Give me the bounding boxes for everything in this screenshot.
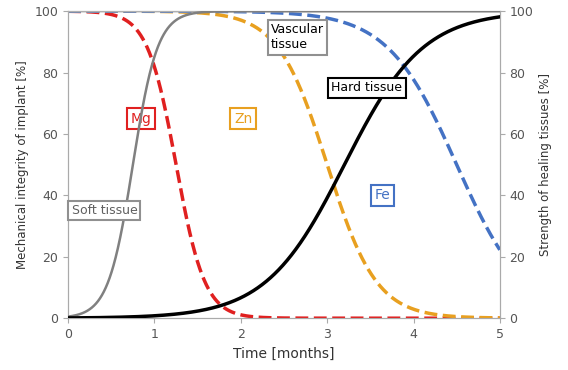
X-axis label: Time [months]: Time [months]	[233, 346, 335, 360]
Y-axis label: Mechanical integrity of implant [%]: Mechanical integrity of implant [%]	[16, 60, 29, 269]
Text: Mg: Mg	[130, 112, 151, 125]
Text: Zn: Zn	[234, 112, 252, 125]
Text: Soft tissue: Soft tissue	[72, 204, 137, 217]
Text: Fe: Fe	[375, 188, 390, 202]
Y-axis label: Strength of healing tissues [%]: Strength of healing tissues [%]	[539, 73, 552, 256]
Text: Hard tissue: Hard tissue	[332, 81, 403, 94]
Text: Vascular
tissue: Vascular tissue	[271, 23, 324, 51]
